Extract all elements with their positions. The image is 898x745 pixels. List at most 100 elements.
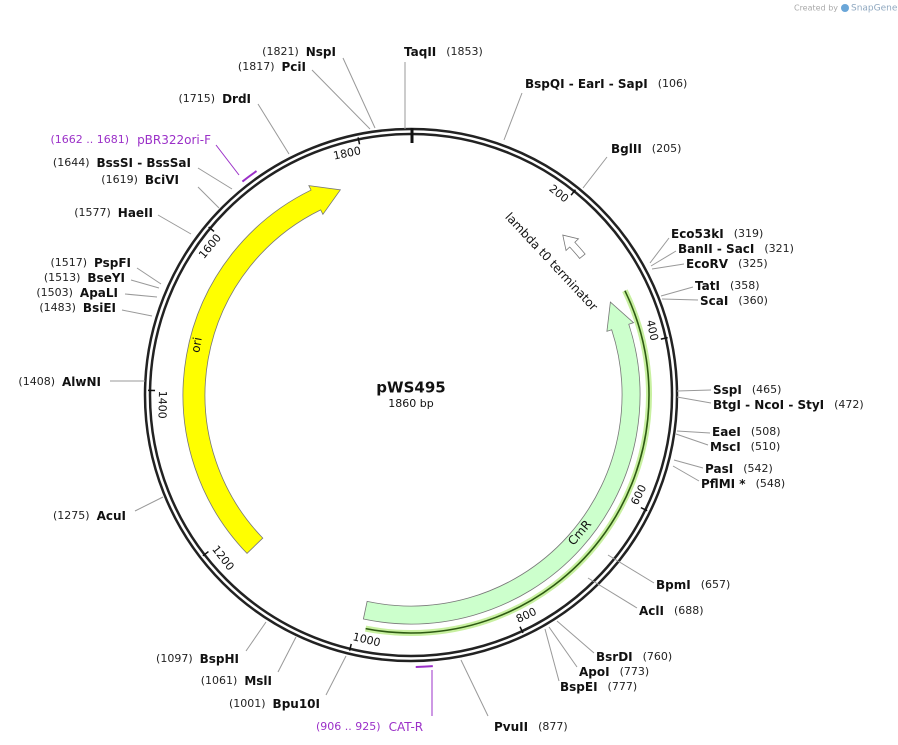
enzyme-site: (1644) BssSI - BssSaI bbox=[53, 156, 191, 170]
enzyme-site: MscI (510) bbox=[710, 440, 780, 454]
enzyme-site: PflMI * (548) bbox=[701, 477, 785, 491]
leader-line bbox=[673, 459, 704, 469]
tick-mark bbox=[519, 626, 524, 634]
enzyme-position: (510) bbox=[751, 440, 781, 453]
enzyme-name: TaqII bbox=[404, 45, 436, 59]
enzyme-position: (1619) bbox=[101, 173, 138, 186]
leader-line bbox=[582, 156, 608, 189]
enzyme-name: SspI bbox=[713, 383, 742, 397]
enzyme-name: PciI bbox=[282, 60, 307, 74]
enzyme-site: (1513) BseYI bbox=[44, 271, 125, 285]
enzyme-site: TatI (358) bbox=[695, 279, 760, 293]
enzyme-position: (1061) bbox=[201, 674, 238, 687]
feature-span bbox=[365, 290, 650, 634]
enzyme-name: TatI bbox=[695, 279, 720, 293]
tick-mark bbox=[570, 189, 577, 196]
enzyme-name: BssSI - BssSaI bbox=[96, 156, 191, 170]
tick-label: 1800 bbox=[332, 144, 362, 162]
leader-line bbox=[672, 465, 700, 482]
tick-label: 1000 bbox=[351, 630, 381, 649]
enzyme-name: Bpu10I bbox=[273, 697, 320, 711]
enzyme-name: BspHI bbox=[200, 652, 239, 666]
enzyme-site: PvuII (877) bbox=[494, 720, 568, 734]
tick-mark bbox=[660, 336, 668, 340]
enzyme-name: BspQI - EarI - SapI bbox=[525, 77, 648, 91]
primer-label: (906 .. 925) CAT-R bbox=[316, 720, 423, 734]
leader-line bbox=[311, 69, 371, 130]
enzyme-name: BglII bbox=[611, 142, 642, 156]
enzyme-position: (1483) bbox=[39, 301, 76, 314]
enzyme-name: PasI bbox=[705, 462, 733, 476]
enzyme-name: BanII - SacI bbox=[678, 242, 754, 256]
enzyme-site: AclI (688) bbox=[639, 604, 704, 618]
enzyme-site: (1821) NspI bbox=[262, 45, 336, 59]
enzyme-site: BspQI - EarI - SapI (106) bbox=[525, 77, 687, 91]
tick-label: 1200 bbox=[209, 543, 236, 573]
enzyme-name: BseYI bbox=[87, 271, 125, 285]
leader-line bbox=[587, 577, 638, 609]
enzyme-position: (465) bbox=[752, 383, 782, 396]
enzyme-position: (1097) bbox=[156, 652, 193, 665]
enzyme-position: (106) bbox=[658, 77, 688, 90]
enzyme-site: (1275) AcuI bbox=[53, 509, 126, 523]
enzyme-site: BtgI - NcoI - StyI (472) bbox=[713, 398, 864, 412]
primer-name: pBR322ori-F bbox=[137, 133, 211, 147]
enzyme-site: PasI (542) bbox=[705, 462, 773, 476]
primer-range: (906 .. 925) bbox=[316, 720, 381, 733]
enzyme-name: PvuII bbox=[494, 720, 528, 734]
enzyme-site: (1001) Bpu10I bbox=[229, 697, 320, 711]
enzyme-position: (1275) bbox=[53, 509, 90, 522]
enzyme-position: (760) bbox=[643, 650, 673, 663]
leader-line bbox=[676, 430, 711, 434]
enzyme-position: (688) bbox=[674, 604, 704, 617]
tick-label: 1400 bbox=[156, 391, 169, 419]
enzyme-name: BspEI bbox=[560, 680, 598, 694]
enzyme-name: BciVI bbox=[145, 173, 179, 187]
enzyme-name: BpmI bbox=[656, 578, 691, 592]
plasmid-name: pWS495 bbox=[376, 379, 445, 397]
primer-leader bbox=[215, 144, 240, 176]
leader-line bbox=[503, 92, 523, 141]
enzyme-position: (1821) bbox=[262, 45, 299, 58]
enzyme-site: (1517) PspFI bbox=[50, 256, 131, 270]
leader-line bbox=[197, 186, 220, 209]
enzyme-position: (325) bbox=[738, 257, 768, 270]
enzyme-position: (360) bbox=[738, 294, 768, 307]
feature-span-halo bbox=[365, 289, 652, 636]
leader-line bbox=[124, 293, 158, 298]
enzyme-position: (773) bbox=[620, 665, 650, 678]
primer-site bbox=[241, 170, 258, 183]
enzyme-position: (1001) bbox=[229, 697, 266, 710]
leader-line bbox=[136, 267, 162, 285]
primer-name: CAT-R bbox=[389, 720, 424, 734]
enzyme-position: (358) bbox=[730, 279, 760, 292]
leader-line bbox=[556, 620, 595, 654]
enzyme-name: NspI bbox=[306, 45, 336, 59]
enzyme-name: ScaI bbox=[700, 294, 728, 308]
feature-label: lambda t0 terminator bbox=[502, 210, 600, 314]
enzyme-name: AclI bbox=[639, 604, 664, 618]
enzyme-name: EcoRV bbox=[686, 257, 729, 271]
leader-line bbox=[342, 57, 376, 129]
enzyme-position: (1577) bbox=[74, 206, 111, 219]
leader-line bbox=[460, 659, 489, 717]
enzyme-position: (1853) bbox=[446, 45, 483, 58]
enzyme-site: BspEI (777) bbox=[560, 680, 637, 694]
enzyme-site: (1408) AlwNI bbox=[18, 375, 101, 389]
credit-brand: SnapGene bbox=[851, 4, 898, 14]
enzyme-position: (1644) bbox=[53, 156, 90, 169]
enzyme-position: (1715) bbox=[178, 92, 215, 105]
leader-line bbox=[676, 389, 712, 392]
enzyme-site: (1061) MslI bbox=[201, 674, 272, 688]
enzyme-name: MscI bbox=[710, 440, 741, 454]
enzyme-name: AcuI bbox=[97, 509, 126, 523]
enzyme-name: PspFI bbox=[94, 256, 131, 270]
leader-line bbox=[325, 655, 347, 696]
leader-line bbox=[121, 309, 153, 317]
enzyme-position: (548) bbox=[756, 477, 786, 490]
leader-line bbox=[607, 554, 655, 584]
tick-mark bbox=[202, 550, 209, 557]
enzyme-position: (777) bbox=[608, 680, 638, 693]
leader-line bbox=[277, 636, 297, 673]
enzyme-name: AlwNI bbox=[62, 375, 101, 389]
